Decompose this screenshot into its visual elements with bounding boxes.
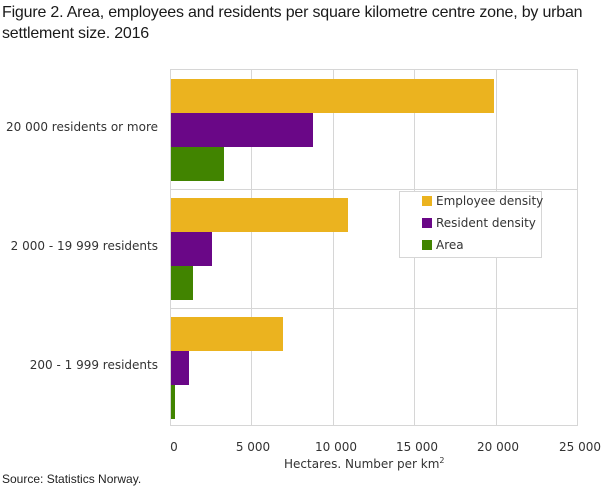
bar-area-group1	[170, 147, 224, 181]
x-axis-label-superscript: 2	[439, 456, 445, 465]
legend-item-resident-density: Resident density	[422, 216, 536, 230]
group-separator-1	[170, 189, 577, 190]
bar-area-group2	[170, 266, 193, 300]
x-tick: 15 000	[396, 440, 438, 454]
gridline-10000	[333, 70, 334, 425]
legend-label: Resident density	[436, 216, 536, 230]
x-tick: 5 000	[235, 440, 271, 454]
legend-item-employee-density: Employee density	[422, 194, 543, 208]
group-separator-2	[170, 308, 577, 309]
category-label: 200 - 1 999 residents	[29, 358, 158, 372]
bar-employee-density-group2	[170, 198, 348, 232]
x-tick: 0	[170, 440, 178, 454]
bar-employee-density-group3	[170, 317, 283, 351]
category-label: 20 000 residents or more	[6, 120, 158, 134]
legend-swatch-icon	[422, 218, 432, 228]
legend-swatch-icon	[422, 240, 432, 250]
category-label: 2 000 - 19 999 residents	[10, 239, 158, 253]
legend-swatch-icon	[422, 196, 432, 206]
source-note: Source: Statistics Norway.	[2, 472, 142, 486]
x-axis-label: Hectares. Number per km2	[284, 456, 445, 471]
plot-area	[170, 69, 578, 426]
bar-resident-density-group2	[170, 232, 212, 266]
bar-employee-density-group1	[170, 79, 494, 113]
bar-resident-density-group1	[170, 113, 313, 147]
x-axis-label-text: Hectares. Number per km	[284, 457, 440, 471]
bar-area-group3	[170, 385, 175, 419]
legend-label: Area	[436, 238, 464, 252]
x-tick: 25 000	[559, 440, 601, 454]
legend-item-area: Area	[422, 238, 464, 252]
legend-label: Employee density	[436, 194, 544, 208]
chart-title: Figure 2. Area, employees and residents …	[2, 4, 583, 42]
x-tick: 10 000	[315, 440, 357, 454]
y-axis-line	[170, 69, 171, 426]
gridline-5000	[251, 70, 252, 425]
x-tick: 20 000	[477, 440, 519, 454]
legend: Employee density Resident density Area	[399, 191, 543, 258]
bar-resident-density-group3	[170, 351, 189, 385]
